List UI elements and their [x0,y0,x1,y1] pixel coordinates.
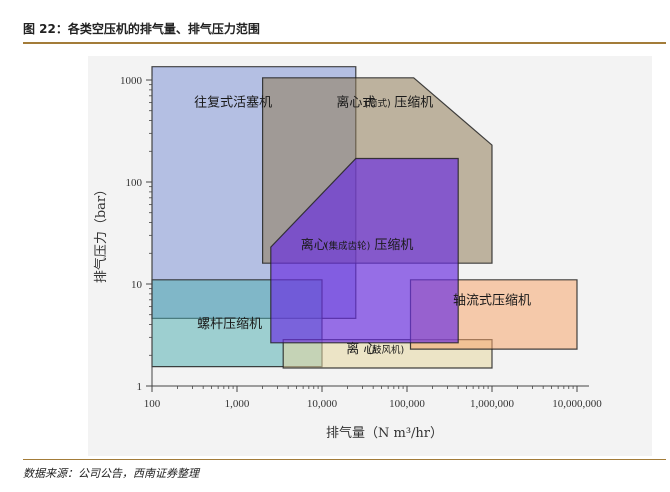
y-tick-label: 10 [131,279,143,291]
region-layer [151,66,578,369]
y-axis-label: 排气压力（bar） [93,183,109,283]
region-label-离-心: 离 心 [346,341,376,357]
x-tick-label: 1,000,000 [470,398,515,410]
region-label-轴流式压缩机: 轴流式压缩机 [453,292,531,308]
region-label-离心: 离心 [301,237,327,253]
axes-layer [151,76,589,387]
region-6 [270,157,459,344]
x-tick-label: 100,000 [389,398,425,410]
region-label-螺杆压缩机: 螺杆压缩机 [197,316,262,332]
figure-title: 图 22：各类空压机的排气量、排气压力范围 [23,22,260,36]
region-label-往复式活塞机: 往复式活塞机 [194,94,272,110]
x-tick-label: 1,000 [225,398,250,410]
footer-divider [23,459,666,460]
region-label-集成齿轮: (集成齿轮) [325,240,370,252]
x-tick-label: 10,000,000 [552,398,602,410]
y-tick-label: 1000 [120,75,143,87]
y-tick-label: 100 [126,177,143,189]
region-label-压缩机: 压缩机 [374,237,413,253]
x-tick-label: 100 [144,398,161,410]
tick-layer: 100 1,000 10,000 100,000 1,000,000 10,000,000… [120,75,602,410]
region-label-压缩机: 压缩机 [394,94,433,110]
region-label-离心式: 离心式 [336,94,375,110]
x-axis-label: 排气量（N m³/hr） [326,425,443,441]
title-divider [23,42,666,44]
source-note: 数据来源：公司公告，西南证券整理 [23,467,199,480]
region-label-筒式: (筒式) [364,97,390,109]
region-label-鼓风机: (鼓风机) [368,344,404,356]
x-tick-label: 10,000 [307,398,338,410]
y-tick-label: 1 [137,381,143,393]
